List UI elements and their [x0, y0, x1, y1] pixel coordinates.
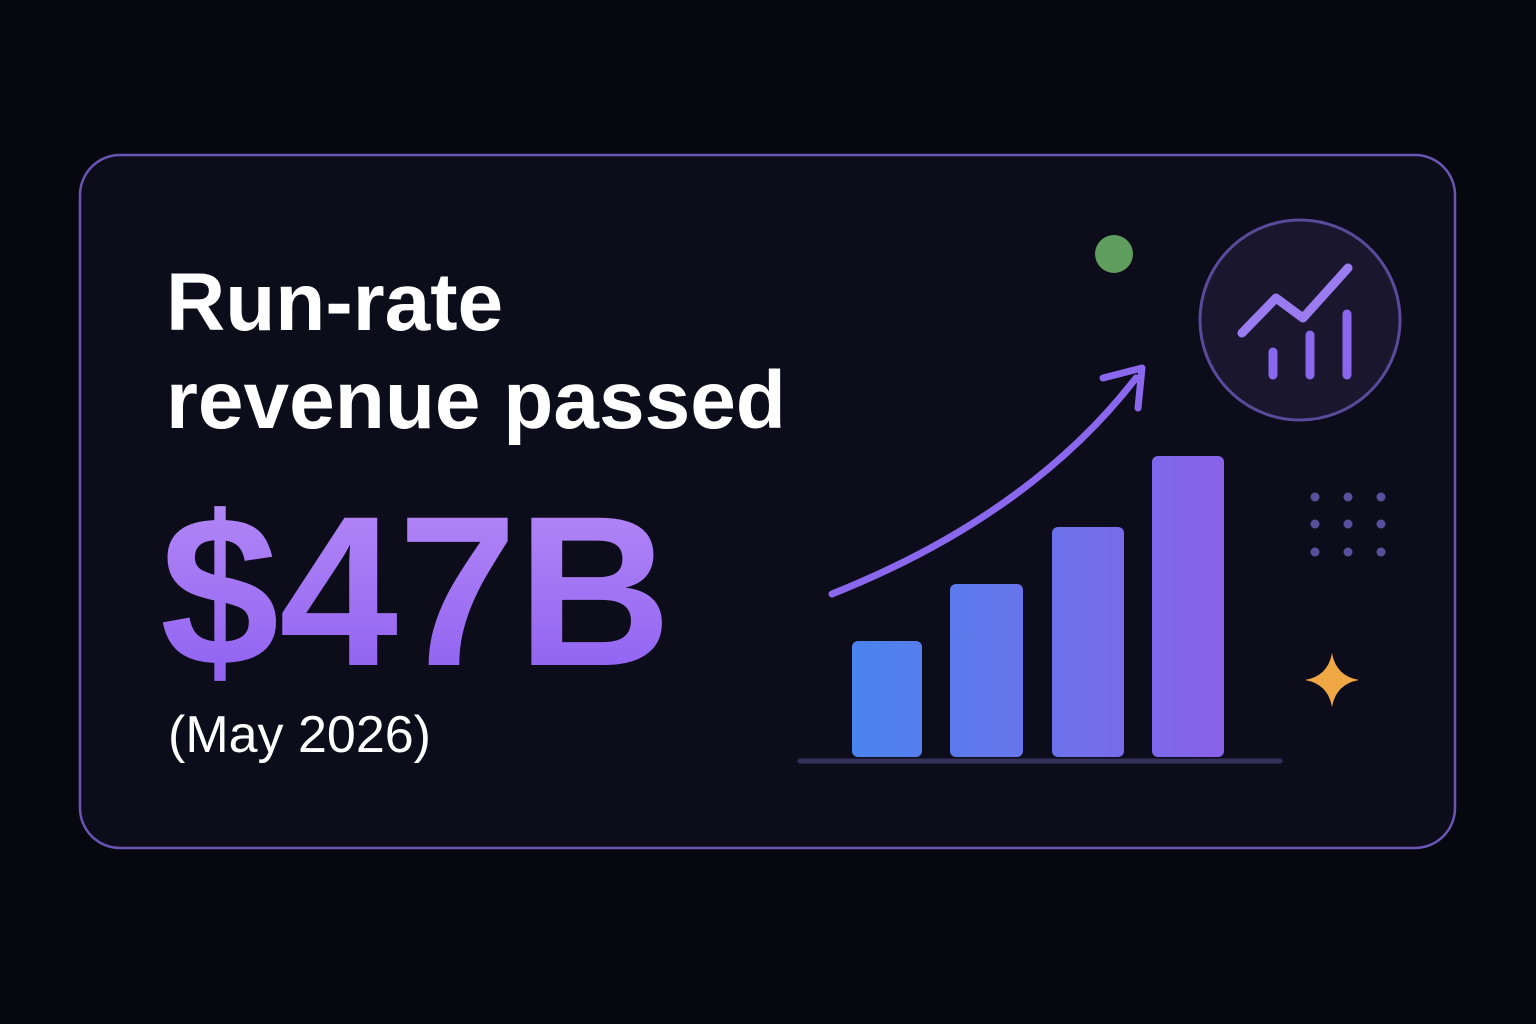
sparkle	[1305, 653, 1359, 707]
dot	[1310, 519, 1320, 529]
icon-line	[1237, 263, 1353, 338]
bar-shape	[1152, 456, 1224, 757]
bar-shape	[1052, 527, 1124, 757]
chart-icon	[1198, 218, 1402, 422]
dot	[1376, 492, 1386, 502]
headline-line: Run-rate	[166, 257, 503, 348]
dot	[1310, 547, 1320, 557]
dot	[1310, 492, 1320, 502]
arrow-head	[1099, 364, 1146, 412]
amount: $47B	[160, 472, 672, 711]
green-dot	[1095, 235, 1133, 273]
dot-grid	[1310, 492, 1386, 557]
decorative-bars	[797, 456, 1283, 764]
bar-shape	[852, 641, 922, 757]
dot	[1376, 547, 1386, 557]
dot	[1343, 519, 1353, 529]
dot	[1343, 492, 1353, 502]
dot	[1343, 547, 1353, 557]
bar-shape	[950, 584, 1023, 757]
headline-line: revenue passed	[166, 355, 786, 446]
date: (May 2026)	[168, 706, 431, 764]
trend-arrow	[828, 374, 1140, 598]
dot	[1376, 519, 1386, 529]
